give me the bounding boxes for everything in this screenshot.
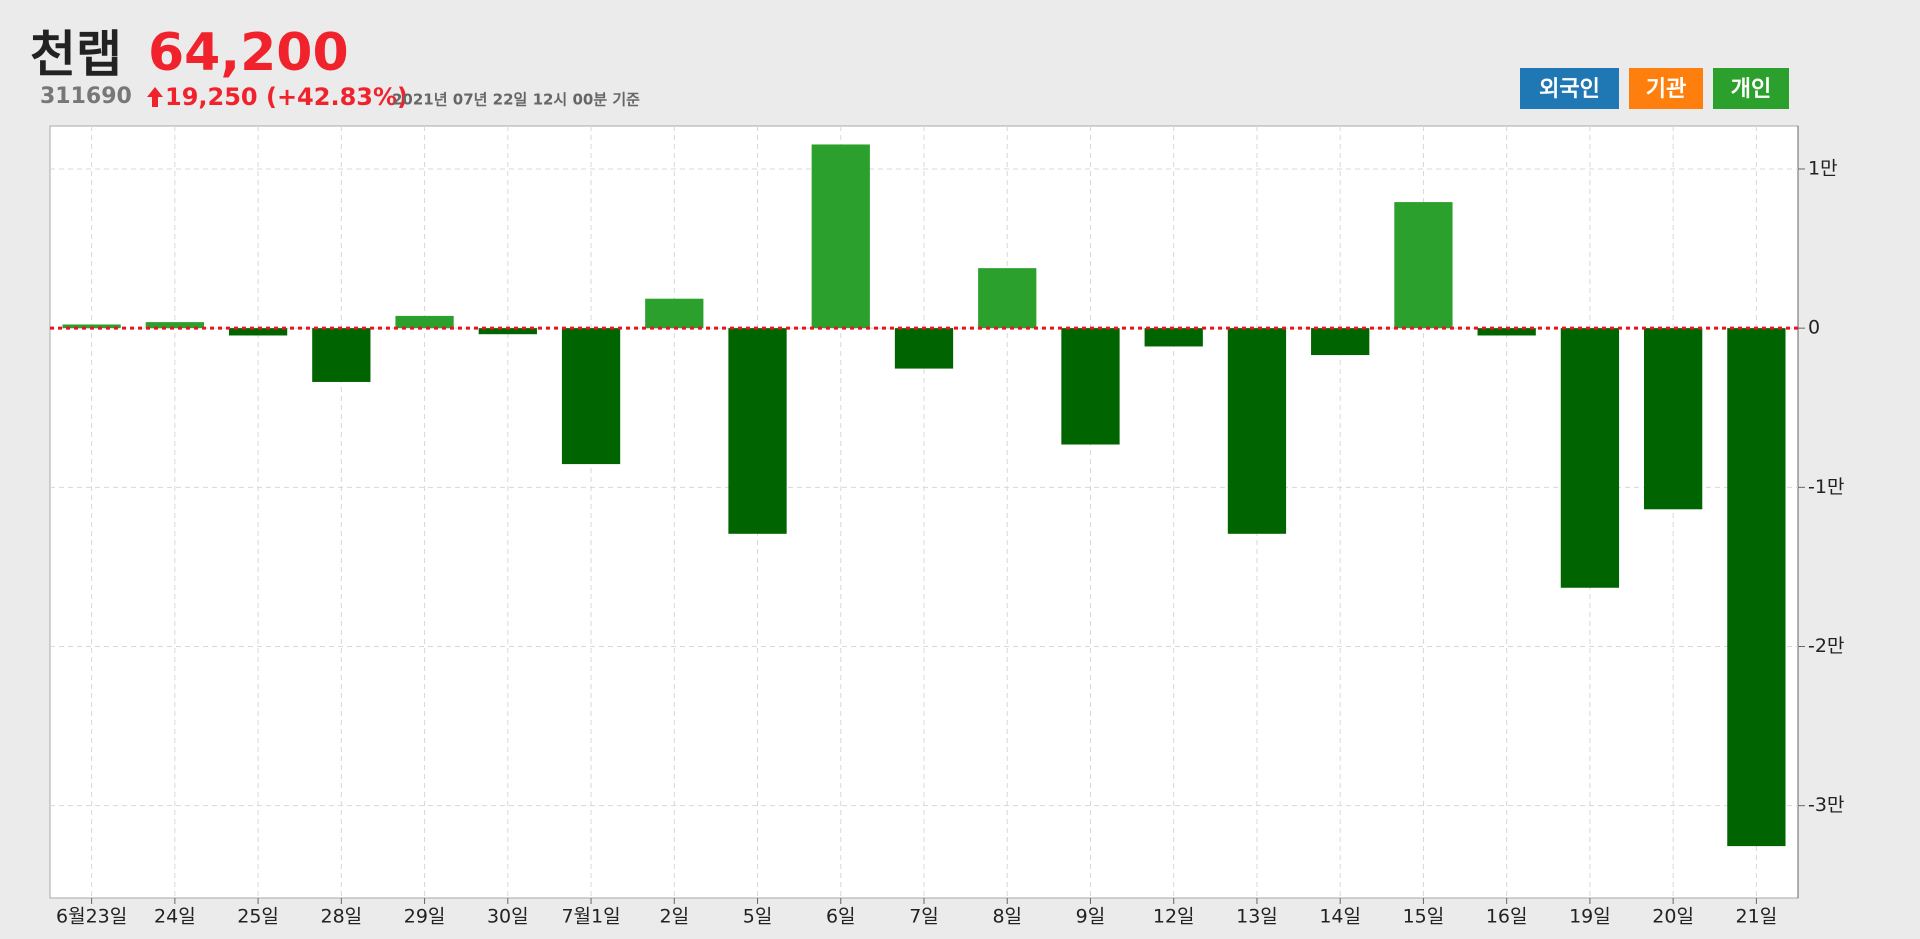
bar — [145, 322, 204, 329]
series-button[interactable] — [1713, 68, 1789, 109]
bar — [811, 144, 870, 329]
bar — [1311, 328, 1370, 356]
bar — [645, 298, 704, 329]
series-button[interactable] — [1520, 68, 1619, 109]
x-tick-label: 6일 — [826, 906, 856, 928]
stock-code: 311690 — [40, 84, 132, 109]
bar — [728, 328, 787, 534]
y-tick-label: -3만 — [1808, 794, 1844, 816]
stock-name: 천랩 — [30, 26, 122, 84]
bar — [561, 328, 621, 465]
x-tick-label: 24일 — [154, 906, 196, 928]
x-tick-label: 15일 — [1403, 906, 1445, 928]
x-tick-label: 9일 — [1076, 906, 1106, 928]
bar — [1394, 202, 1453, 329]
series-button[interactable] — [1629, 68, 1703, 109]
bar — [1644, 328, 1703, 510]
x-tick-label: 7일 — [909, 906, 939, 928]
x-tick-label: 6월23일 — [56, 906, 127, 928]
y-tick-label: -1만 — [1808, 476, 1844, 498]
y-tick-label: 1만 — [1808, 157, 1838, 179]
stock-price: 64,200 — [148, 23, 349, 83]
bar — [978, 268, 1037, 329]
x-tick-label: 7월1일 — [561, 906, 620, 928]
bar — [1727, 328, 1786, 847]
x-tick-label: 28일 — [320, 906, 362, 928]
series-button-label[interactable]: 외국인 — [1539, 77, 1600, 102]
bar — [1477, 328, 1536, 336]
x-tick-label: 14일 — [1319, 906, 1361, 928]
series-button-label[interactable]: 개인 — [1731, 77, 1771, 102]
x-tick-label: 8일 — [992, 906, 1022, 928]
bar — [312, 328, 371, 382]
price-change: 19,250 (+42.83%) — [165, 83, 408, 111]
x-tick-label: 25일 — [237, 906, 279, 928]
x-tick-label: 19일 — [1569, 906, 1611, 928]
x-tick-label: 12일 — [1153, 906, 1195, 928]
x-tick-label: 13일 — [1236, 906, 1278, 928]
y-tick-label: 0 — [1808, 317, 1820, 339]
timestamp: 2021년 07년 22일 12시 00분 기준 — [392, 91, 640, 109]
x-tick-label: 16일 — [1486, 906, 1528, 928]
x-tick-label: 20일 — [1652, 906, 1694, 928]
bar — [1061, 328, 1120, 445]
x-tick-label: 29일 — [404, 906, 446, 928]
y-tick-label: -2만 — [1808, 635, 1844, 657]
bar — [62, 324, 121, 329]
bar — [1560, 328, 1620, 588]
series-button-label[interactable]: 기관 — [1646, 77, 1686, 102]
bar — [395, 315, 454, 329]
bar — [894, 328, 954, 369]
bar — [228, 328, 288, 336]
x-tick-label: 21일 — [1736, 906, 1778, 928]
bar — [478, 328, 537, 335]
x-tick-label: 2일 — [659, 906, 689, 928]
x-tick-label: 5일 — [743, 906, 773, 928]
up-arrow — [147, 87, 163, 107]
x-tick-label: 30일 — [487, 906, 529, 928]
bar — [1227, 328, 1287, 534]
bar — [1144, 328, 1203, 347]
plot-area — [49, 125, 1799, 899]
